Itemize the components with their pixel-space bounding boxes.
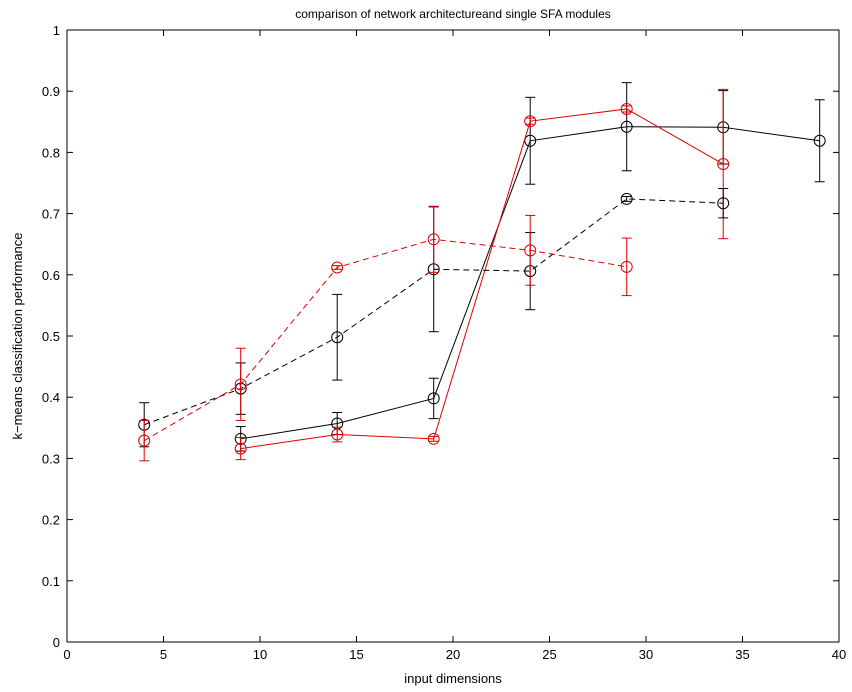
series-2	[234, 88, 730, 461]
series-4	[138, 205, 633, 462]
error-bar	[332, 293, 343, 381]
error-bar	[525, 214, 536, 286]
error-bar	[814, 99, 825, 183]
error-bar	[428, 377, 439, 420]
y-tick-label: 0.5	[42, 329, 60, 344]
data-point	[620, 192, 633, 205]
error-bar	[525, 96, 536, 185]
x-tick-label: 15	[349, 647, 363, 662]
data-point	[524, 244, 537, 257]
x-tick-label: 30	[639, 647, 653, 662]
data-point	[620, 260, 633, 273]
error-bar	[718, 188, 729, 219]
series-line	[143, 238, 627, 442]
data-point	[813, 134, 826, 147]
y-tick-label: 1	[53, 23, 60, 38]
x-tick-label: 0	[63, 647, 70, 662]
y-tick-label: 0.2	[42, 513, 60, 528]
series-line	[240, 108, 724, 450]
data-point	[620, 120, 633, 133]
y-tick-label: 0.4	[42, 390, 60, 405]
y-axis: 0 0.1 0.2 0.3 0.4 0.5 0.6 0.7 0.8 0.9 1	[42, 23, 839, 650]
error-bar	[621, 237, 632, 297]
y-tick-label: 0.9	[42, 84, 60, 99]
x-axis-title: input dimensions	[404, 671, 502, 686]
y-axis-title: k−means classification performance	[10, 232, 25, 439]
y-tick-label: 0.7	[42, 207, 60, 222]
error-bar	[235, 347, 246, 421]
y-tick-label: 0.1	[42, 574, 60, 589]
x-tick-label: 40	[832, 647, 846, 662]
x-axis: 0 5 10 15 20 25 30 35 40	[63, 30, 846, 662]
y-tick-label: 0	[53, 635, 60, 650]
x-tick-label: 35	[735, 647, 749, 662]
error-bar	[139, 419, 150, 462]
data-point	[331, 261, 344, 274]
y-tick-label: 0.3	[42, 451, 60, 466]
x-tick-label: 5	[160, 647, 167, 662]
data-point	[717, 158, 730, 171]
data-point	[234, 442, 247, 455]
error-bar	[428, 205, 439, 273]
data-point	[234, 378, 247, 391]
error-bar	[235, 437, 246, 461]
series-layer	[138, 82, 826, 462]
data-point	[427, 392, 440, 405]
error-bar	[332, 426, 343, 443]
error-bar	[621, 105, 632, 113]
error-bar	[428, 435, 439, 442]
x-tick-label: 25	[542, 647, 556, 662]
x-tick-label: 10	[253, 647, 267, 662]
x-tick-label: 20	[446, 647, 460, 662]
data-point	[717, 197, 730, 210]
data-point	[331, 331, 344, 344]
chart-title: comparison of network architectureand si…	[295, 7, 611, 21]
y-tick-label: 0.6	[42, 268, 60, 283]
data-point	[620, 102, 633, 115]
data-point	[427, 432, 440, 445]
data-point	[427, 233, 440, 246]
error-bar	[621, 82, 632, 172]
data-point	[331, 428, 344, 441]
plot-area	[66, 29, 840, 643]
data-point	[524, 115, 537, 128]
error-bar	[621, 195, 632, 202]
y-tick-label: 0.8	[42, 145, 60, 160]
error-bar	[525, 117, 536, 125]
error-bar	[332, 265, 343, 270]
data-point	[138, 434, 151, 447]
